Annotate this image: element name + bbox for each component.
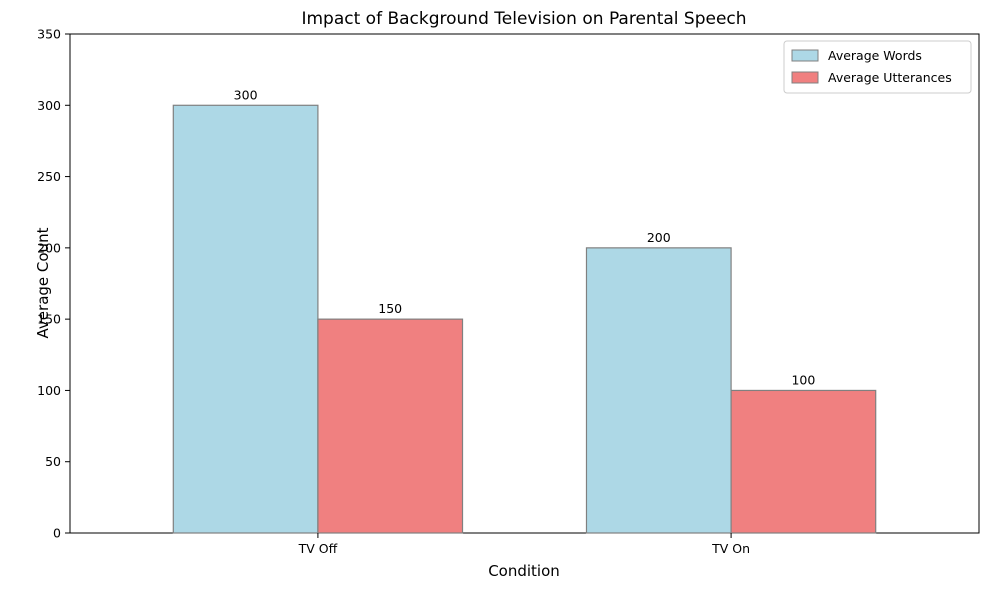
y-tick-label: 250 bbox=[37, 169, 61, 184]
legend-swatch bbox=[791, 71, 819, 84]
y-tick-label: 300 bbox=[37, 98, 61, 113]
y-tick-label: 150 bbox=[37, 312, 61, 327]
y-axis-label: Average Count bbox=[34, 227, 52, 338]
bar-value-label: 300 bbox=[234, 87, 258, 102]
legend: Average Words Average Utterances bbox=[783, 40, 972, 94]
y-tick-label: 50 bbox=[45, 454, 61, 469]
x-axis: TV Off TV On bbox=[298, 533, 750, 556]
y-tick-label: 200 bbox=[37, 240, 61, 255]
bar-value-label: 150 bbox=[378, 301, 402, 316]
y-tick-label: 100 bbox=[37, 383, 61, 398]
y-tick-label: 350 bbox=[37, 27, 61, 42]
chart-title: Impact of Background Television on Paren… bbox=[301, 9, 746, 29]
plot-frame bbox=[69, 33, 980, 534]
bar-labels: 300 200 150 100 bbox=[234, 87, 816, 387]
bar-average-words-tv-on bbox=[585, 247, 732, 534]
legend-swatch bbox=[791, 49, 819, 62]
x-tick-label: TV On bbox=[711, 541, 750, 556]
y-tick-label: 0 bbox=[53, 526, 61, 541]
bar-average-words-tv-off bbox=[172, 104, 319, 534]
bar-average-utterances-tv-off bbox=[317, 318, 464, 534]
bar-value-label: 100 bbox=[791, 372, 815, 387]
bar-average-utterances-tv-on bbox=[730, 389, 877, 534]
bars bbox=[172, 104, 877, 534]
x-tick-label: TV Off bbox=[298, 541, 338, 556]
x-axis-label: Condition bbox=[488, 562, 560, 580]
legend-entry: Average Utterances bbox=[828, 70, 952, 85]
legend-entry: Average Words bbox=[828, 48, 922, 63]
legend-box bbox=[783, 40, 972, 94]
bar-value-label: 200 bbox=[647, 230, 671, 245]
y-axis: 0 50 100 150 200 250 300 350 bbox=[37, 27, 70, 541]
